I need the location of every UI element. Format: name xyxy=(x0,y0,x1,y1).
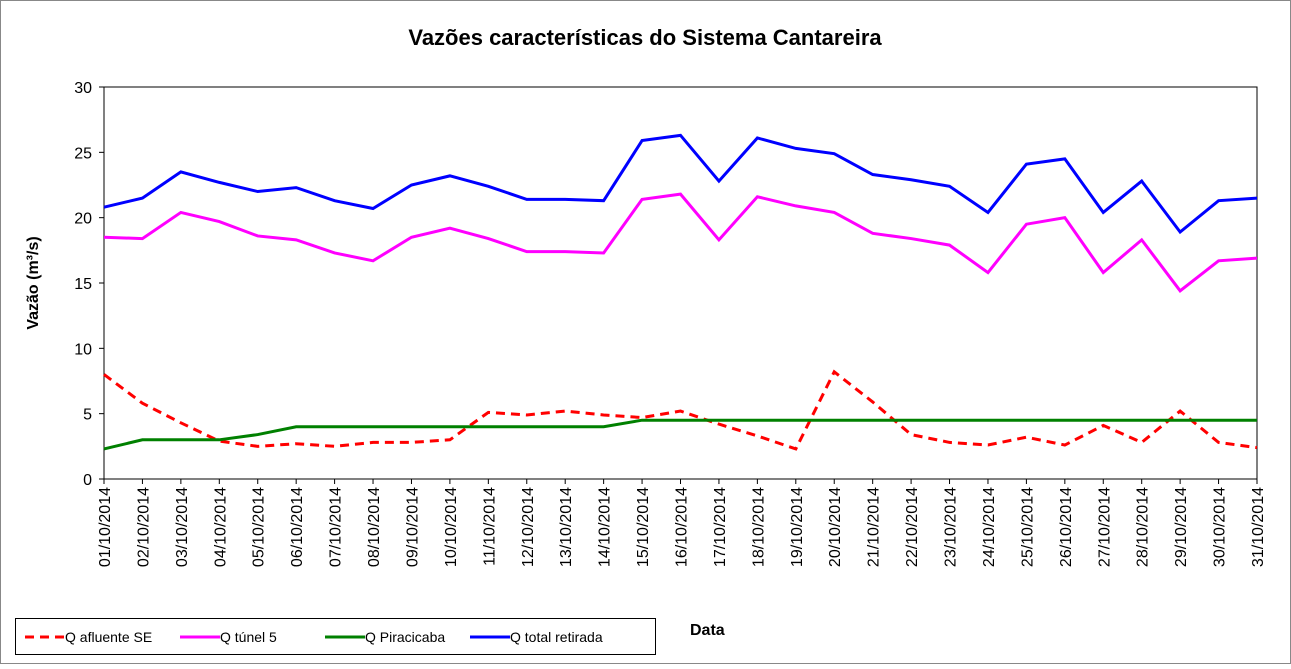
x-tick-label: 18/10/2014 xyxy=(750,487,767,567)
x-tick-label: 05/10/2014 xyxy=(251,487,268,567)
x-tick-label: 20/10/2014 xyxy=(827,487,844,567)
x-axis-label: Data xyxy=(690,622,725,639)
x-tick-label: 11/10/2014 xyxy=(481,487,498,566)
x-tick-label: 24/10/2014 xyxy=(981,487,998,567)
x-tick-label: 03/10/2014 xyxy=(174,487,191,567)
y-tick-label: 15 xyxy=(74,276,92,293)
x-tick-label: 08/10/2014 xyxy=(366,487,383,567)
x-tick-label: 04/10/2014 xyxy=(212,487,229,567)
y-tick-label: 25 xyxy=(74,145,92,162)
x-tick-label: 01/10/2014 xyxy=(97,487,114,567)
x-tick-label: 22/10/2014 xyxy=(904,487,921,567)
y-tick-label: 20 xyxy=(74,211,92,228)
x-tick-label: 31/10/2014 xyxy=(1250,487,1267,567)
x-tick-label: 12/10/2014 xyxy=(520,487,537,567)
x-tick-label: 19/10/2014 xyxy=(789,487,806,567)
legend-label: Q Piracicaba xyxy=(365,629,445,645)
x-tick-label: 13/10/2014 xyxy=(558,487,575,567)
series-line xyxy=(103,133,1258,235)
y-tick-label: 0 xyxy=(83,472,92,489)
legend-label: Q afluente SE xyxy=(65,629,152,645)
series-line xyxy=(103,369,1258,451)
y-axis-label: Vazão (m³/s) xyxy=(25,236,42,329)
y-tick-label: 30 xyxy=(74,80,92,97)
x-tick-label: 10/10/2014 xyxy=(443,487,460,567)
x-tick-label: 06/10/2014 xyxy=(289,487,306,567)
x-tick-label: 26/10/2014 xyxy=(1058,487,1075,567)
y-tick-label: 10 xyxy=(74,341,92,358)
x-tick-label: 21/10/2014 xyxy=(866,487,883,567)
series-line xyxy=(103,192,1258,293)
x-tick-label: 17/10/2014 xyxy=(712,487,729,567)
x-tick-label: 29/10/2014 xyxy=(1173,487,1190,567)
series-line xyxy=(103,418,1257,451)
x-tick-label: 27/10/2014 xyxy=(1096,487,1113,567)
x-tick-label: 23/10/2014 xyxy=(943,487,960,567)
x-tick-label: 28/10/2014 xyxy=(1135,487,1152,567)
legend-label: Q túnel 5 xyxy=(220,629,277,645)
x-tick-label: 02/10/2014 xyxy=(135,487,152,567)
x-tick-label: 16/10/2014 xyxy=(674,487,691,567)
x-tick-label: 30/10/2014 xyxy=(1212,487,1229,567)
y-tick-label: 5 xyxy=(83,407,92,424)
x-tick-label: 15/10/2014 xyxy=(635,487,652,567)
x-tick-label: 07/10/2014 xyxy=(328,487,345,567)
legend-label: Q total retirada xyxy=(510,629,603,645)
x-tick-label: 09/10/2014 xyxy=(404,487,421,567)
chart-title: Vazões características do Sistema Cantar… xyxy=(408,25,882,50)
x-tick-label: 14/10/2014 xyxy=(597,487,614,567)
x-tick-label: 25/10/2014 xyxy=(1019,487,1036,567)
